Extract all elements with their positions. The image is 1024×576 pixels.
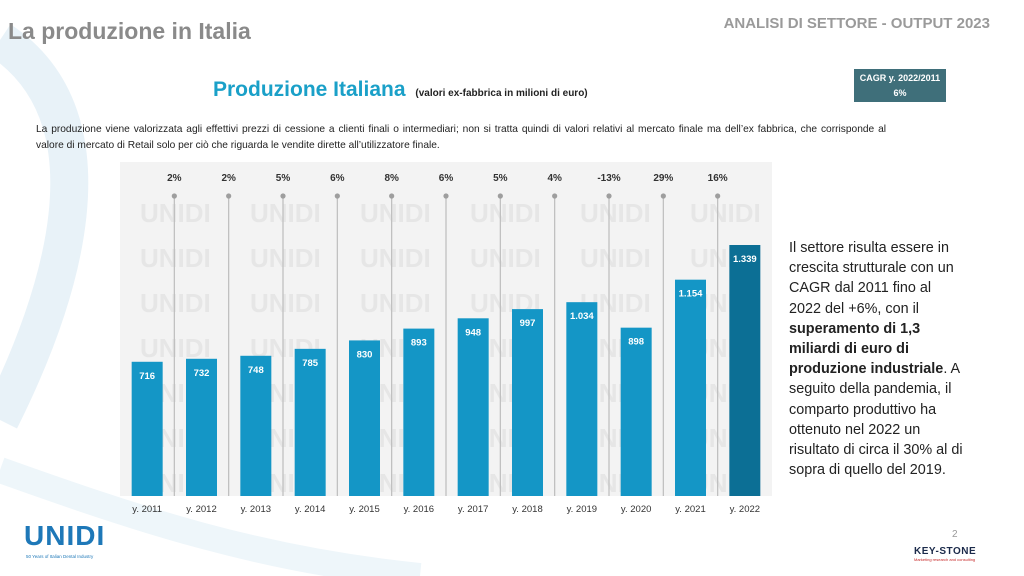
x-tick-label: y. 2022: [730, 504, 760, 515]
watermark-text: UNIDI: [140, 333, 211, 363]
x-tick-label: y. 2019: [567, 504, 597, 515]
keystone-logo: KEY-STONE Marketing research and consult…: [914, 546, 976, 562]
chart-title-main: Produzione Italiana: [213, 78, 406, 101]
growth-dot: [389, 193, 395, 199]
bar-value-label: 1.154: [679, 289, 703, 300]
page-number: 2: [952, 529, 958, 540]
bar: [131, 361, 163, 496]
growth-label: 16%: [708, 173, 728, 184]
watermark-text: UNIDI: [360, 198, 431, 228]
growth-dot: [715, 193, 721, 199]
bar: [512, 309, 543, 496]
growth-label: 29%: [653, 173, 673, 184]
watermark-text: UNIDI: [470, 243, 541, 273]
bar-value-label: 893: [411, 338, 427, 349]
bar: [403, 328, 435, 496]
watermark-text: UNIDI: [140, 288, 211, 318]
watermark-text: UNIDI: [250, 288, 321, 318]
growth-dot: [606, 193, 612, 199]
bar: [240, 355, 272, 496]
cagr-box: CAGR y. 2022/2011 6%: [854, 69, 946, 102]
growth-dot: [497, 193, 503, 199]
bar-value-label: 732: [194, 368, 210, 379]
growth-label: 2%: [167, 173, 182, 184]
watermark-text: UNIDI: [250, 198, 321, 228]
growth-dot: [226, 193, 232, 199]
watermark-text: UNIDI: [360, 288, 431, 318]
x-tick-label: y. 2020: [621, 504, 651, 515]
bar-value-label: 1.339: [733, 254, 757, 265]
commentary-part1: Il settore risulta essere in crescita st…: [789, 240, 954, 317]
x-tick-label: y. 2021: [675, 504, 705, 515]
watermark-text: UNIDI: [140, 243, 211, 273]
unidi-tagline: 50 Years of Italian Dental Industry: [26, 554, 94, 559]
cagr-label: CAGR y. 2022/2011: [859, 73, 941, 83]
x-tick-label: y. 2018: [512, 504, 542, 515]
watermark-text: UNIDI: [470, 198, 541, 228]
growth-label: 5%: [276, 173, 291, 184]
bar: [566, 302, 598, 496]
x-tick-label: y. 2011: [132, 504, 162, 515]
watermark-text: UNIDI: [360, 243, 431, 273]
growth-label: 5%: [493, 173, 508, 184]
commentary-part2: . A seguito della pandemia, il comparto …: [789, 361, 963, 479]
x-tick-label: y. 2012: [186, 504, 216, 515]
growth-dot: [280, 193, 286, 199]
page-title: La produzione in Italia: [8, 18, 251, 44]
growth-label: 8%: [384, 173, 399, 184]
chart-title: Produzione Italiana (valori ex-fabbrica …: [213, 78, 588, 102]
commentary-text: Il settore risulta essere in crescita st…: [789, 238, 964, 480]
growth-label: 2%: [221, 173, 236, 184]
chart-subtitle: (valori ex-fabbrica in milioni di euro): [415, 88, 588, 99]
watermark-text: UNIDI: [250, 243, 321, 273]
x-tick-label: y. 2016: [404, 504, 434, 515]
bar-value-label: 997: [520, 318, 536, 329]
watermark-text: UNIDI: [690, 198, 761, 228]
bar-value-label: 948: [465, 327, 481, 338]
bar: [457, 318, 489, 496]
bar-value-label: 785: [302, 358, 319, 369]
watermark-text: UNIDI: [580, 198, 651, 228]
x-tick-label: y. 2014: [295, 504, 325, 515]
bar-value-label: 898: [628, 337, 644, 348]
bar: [294, 348, 326, 496]
commentary-bold: superamento di 1,3 miliardi di euro di p…: [789, 320, 944, 378]
intro-text: La produzione viene valorizzata agli eff…: [36, 124, 886, 151]
bar-value-label: 748: [248, 365, 264, 376]
x-tick-label: y. 2015: [349, 504, 379, 515]
watermark-text: UNIDI: [140, 198, 211, 228]
bar: [620, 327, 652, 496]
growth-label: -13%: [597, 173, 620, 184]
cagr-value: 6%: [893, 88, 907, 98]
bar: [186, 358, 217, 496]
keystone-tagline: Marketing research and consulting: [914, 557, 976, 562]
unidi-logo-text: UNIDI: [24, 520, 106, 551]
section-title: ANALISI DI SETTORE - OUTPUT 2023: [723, 15, 990, 32]
bar-value-label: 830: [357, 349, 373, 360]
x-tick-label: y. 2013: [241, 504, 271, 515]
keystone-logo-text: KEY-STONE: [914, 546, 977, 557]
growth-dot: [334, 193, 340, 199]
bar: [349, 340, 380, 496]
bar: [675, 279, 706, 496]
growth-dot: [660, 193, 666, 199]
growth-label: 4%: [547, 173, 562, 184]
x-tick-label: y. 2017: [458, 504, 488, 515]
growth-label: 6%: [439, 173, 454, 184]
growth-dot: [552, 193, 558, 199]
bar-value-label: 716: [139, 371, 155, 382]
growth-dot: [443, 193, 449, 199]
growth-dot: [171, 193, 177, 199]
bar: [729, 245, 761, 496]
growth-label: 6%: [330, 173, 345, 184]
bar-value-label: 1.034: [570, 311, 594, 322]
watermark-text: UNIDI: [580, 243, 651, 273]
unidi-logo: UNIDI 50 Years of Italian Dental Industr…: [24, 520, 106, 559]
